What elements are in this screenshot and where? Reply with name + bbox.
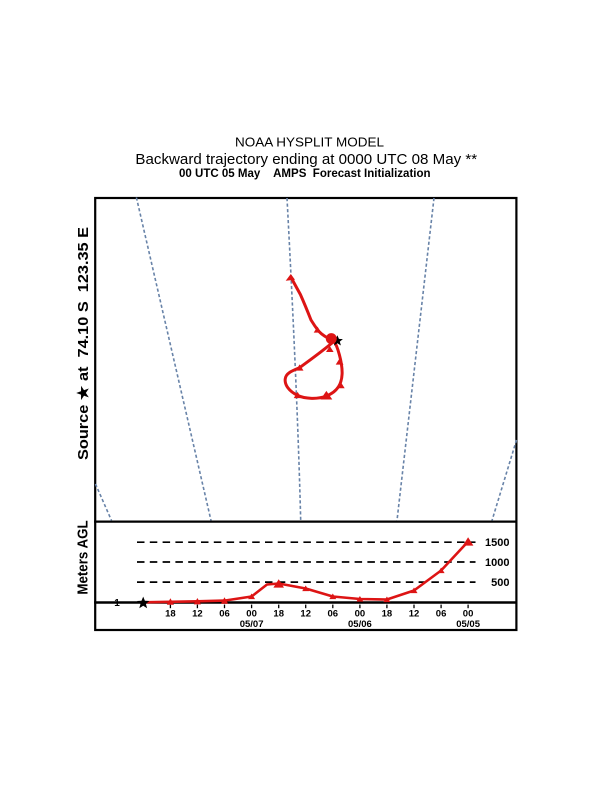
svg-text:00: 00 xyxy=(246,609,257,620)
svg-text:05/06: 05/06 xyxy=(348,619,372,630)
svg-text:12: 12 xyxy=(409,609,420,620)
svg-text:00: 00 xyxy=(355,609,366,620)
svg-text:00: 00 xyxy=(463,609,474,620)
svg-text:12: 12 xyxy=(192,609,203,620)
svg-text:06: 06 xyxy=(436,609,447,620)
svg-text:1: 1 xyxy=(114,598,120,609)
svg-text:1500: 1500 xyxy=(485,537,509,549)
svg-text:Meters AGL: Meters AGL xyxy=(74,520,91,594)
svg-text:06: 06 xyxy=(328,609,339,620)
svg-text:18: 18 xyxy=(382,609,393,620)
svg-text:NOAA HYSPLIT MODEL: NOAA HYSPLIT MODEL xyxy=(235,135,384,149)
svg-text:05/07: 05/07 xyxy=(240,619,264,630)
svg-text:Backward trajectory ending at: Backward trajectory ending at 0000 UTC 0… xyxy=(135,151,477,168)
svg-text:05/05: 05/05 xyxy=(456,619,480,630)
svg-text:00 UTC 05 May AMPS Forecas: 00 UTC 05 May AMPS Forecast Initializati… xyxy=(179,166,431,180)
svg-text:06: 06 xyxy=(219,609,230,620)
svg-text:Source ★ at 74.10 S 123.35 E: Source ★ at 74.10 S 123.35 E xyxy=(75,227,92,460)
svg-text:12: 12 xyxy=(300,609,311,620)
svg-text:18: 18 xyxy=(165,609,176,620)
svg-text:18: 18 xyxy=(273,609,284,620)
svg-text:1000: 1000 xyxy=(485,557,509,569)
svg-text:500: 500 xyxy=(491,577,509,589)
